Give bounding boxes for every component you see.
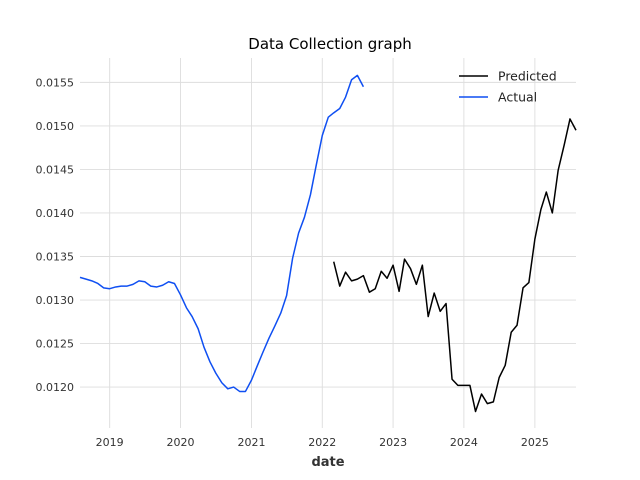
x-tick-label: 2020 — [166, 436, 194, 449]
x-tick-label: 2025 — [521, 436, 549, 449]
legend: Predicted Actual — [459, 69, 557, 105]
y-tick-label: 0.0135 — [36, 250, 75, 263]
chart-title: Data Collection graph — [248, 35, 411, 53]
y-tick-label: 0.0145 — [36, 163, 75, 176]
y-tick-label: 0.0150 — [36, 120, 75, 133]
y-tick-label: 0.0140 — [36, 207, 75, 220]
x-axis-label: date — [311, 455, 344, 470]
x-tick-label: 2022 — [308, 436, 336, 449]
legend-label-actual: Actual — [498, 90, 537, 105]
grid-layer — [80, 58, 576, 428]
x-tick-label: 2019 — [96, 436, 124, 449]
y-tick-label: 0.0130 — [36, 294, 75, 307]
y-tick-label: 0.0120 — [36, 381, 75, 394]
tick-layer: 2019 2020 2021 2022 2023 2024 2025 0.0120 0.0125… — [36, 76, 549, 449]
x-tick-label: 2021 — [237, 436, 265, 449]
y-tick-label: 0.0125 — [36, 338, 75, 351]
series-line-actual — [79, 74, 365, 393]
series-line-predicted — [332, 118, 577, 413]
legend-label-predicted: Predicted — [498, 69, 557, 84]
y-tick-label: 0.0155 — [36, 76, 75, 89]
x-tick-label: 2023 — [379, 436, 407, 449]
series-layer — [79, 74, 577, 413]
x-tick-label: 2024 — [450, 436, 478, 449]
